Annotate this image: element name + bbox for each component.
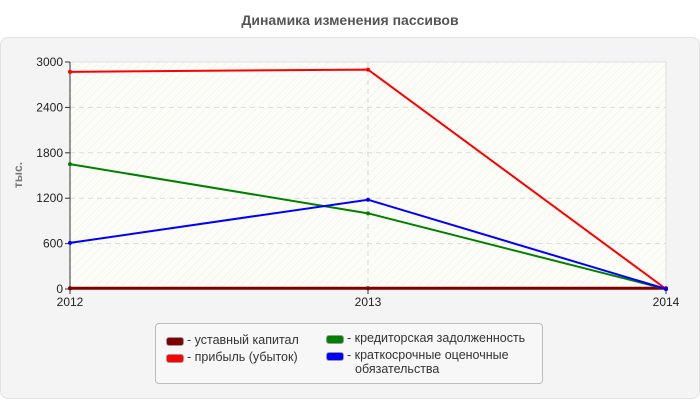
legend: - уставный капитал - прибыль (убыток) - … (155, 323, 543, 384)
svg-text:2400: 2400 (36, 100, 63, 114)
svg-text:2012: 2012 (57, 295, 84, 309)
legend-item-charter-capital[interactable]: - уставный капитал (166, 333, 299, 347)
legend-item-payables[interactable]: - кредиторская задолженность (326, 331, 525, 345)
legend-swatch (166, 354, 184, 363)
svg-text:0: 0 (56, 282, 63, 296)
legend-swatch (166, 337, 184, 346)
svg-text:2014: 2014 (653, 295, 680, 309)
series-lines (68, 67, 668, 291)
legend-swatch (326, 335, 344, 344)
svg-text:2013: 2013 (355, 295, 382, 309)
legend-swatch (326, 352, 344, 361)
chart-title: Динамика изменения пассивов (241, 12, 459, 28)
gridlines (70, 61, 666, 289)
svg-text:600: 600 (43, 237, 63, 251)
y-axis-label: тыс. (11, 162, 25, 188)
svg-text:3000: 3000 (36, 55, 63, 69)
legend-item-profit[interactable]: - прибыль (убыток) (166, 350, 298, 364)
axes: 0 600 1200 1800 2400 3000 2012 2013 2014 (36, 55, 679, 309)
legend-item-provisions[interactable]: - краткосрочные оценочные обязательства (326, 348, 509, 376)
svg-text:1800: 1800 (36, 146, 63, 160)
svg-text:1200: 1200 (36, 191, 63, 205)
